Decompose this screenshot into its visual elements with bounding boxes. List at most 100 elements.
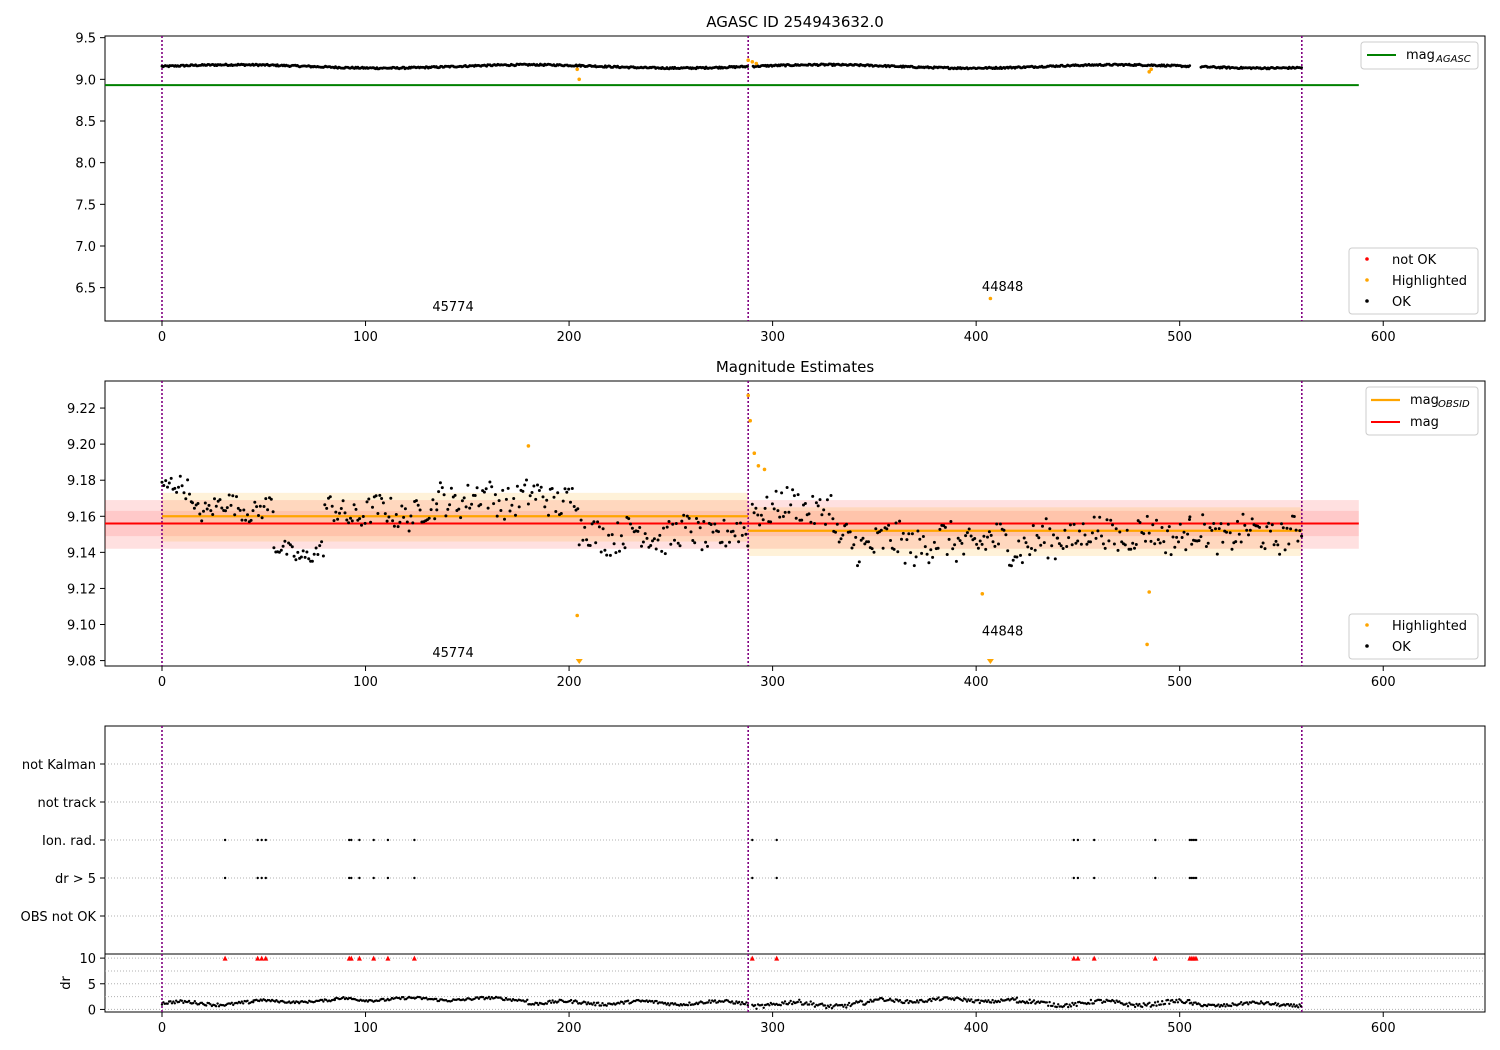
estimates-ok-point [1100, 534, 1103, 538]
estimates-ok-point [205, 507, 209, 511]
estimates-ok-point [178, 474, 182, 478]
estimates-ok-point [1217, 527, 1221, 531]
estimates-ok-point [449, 486, 453, 490]
estimates-ok-point [1103, 546, 1107, 550]
estimates-ok-point [794, 516, 798, 520]
estimates-ok-point [391, 519, 395, 523]
agasc-ytick-label: 8.0 [75, 157, 96, 172]
estimates-ok-point [765, 495, 769, 499]
estimates-ok-point [1166, 529, 1169, 533]
dr-point [435, 997, 438, 1001]
estimates-ok-point [722, 518, 726, 522]
estimates-highlighted-point [748, 418, 752, 423]
dr-point [1069, 1005, 1073, 1008]
estimates-ok-point [257, 514, 260, 517]
dr-point [1136, 1004, 1140, 1007]
dr-point [1138, 1002, 1141, 1006]
estimates-ok-point [1236, 519, 1239, 523]
estimates-ok-point [1188, 515, 1192, 519]
estimates-ok-point [334, 510, 338, 514]
dr-point [1218, 1005, 1222, 1008]
estimates-ok-point [619, 534, 623, 538]
dr-point [584, 1001, 587, 1004]
dr-point [1057, 1003, 1060, 1006]
estimates-ok-point [621, 542, 625, 546]
dr-point [830, 1007, 834, 1010]
estimates-ok-point [616, 521, 620, 525]
dr-point [1159, 1003, 1163, 1006]
estimates-ok-point [435, 502, 439, 506]
dr-point [1067, 1005, 1070, 1009]
dr-point [437, 999, 441, 1003]
estimates-ok-point [218, 498, 222, 502]
estimates-ok-point [576, 507, 580, 511]
estimates-ok-point [1125, 528, 1129, 532]
dr-point [242, 1002, 245, 1005]
estimates-ok-point [530, 491, 534, 494]
estimates-ok-point [1186, 532, 1190, 536]
estimates-ok-point [1089, 540, 1092, 544]
dr-point [477, 997, 481, 1000]
estimates-ok-point [1285, 526, 1289, 530]
dr-point [789, 999, 792, 1003]
estimates-ok-point [345, 518, 349, 522]
estimates-ok-point [510, 503, 514, 507]
estimates-ok-point [475, 486, 479, 490]
estimates-ok-point [1263, 547, 1267, 551]
estimates-ok-point [1203, 522, 1206, 526]
dr-point [306, 1001, 309, 1004]
dr-point [820, 1002, 824, 1005]
dr-point [1156, 1000, 1160, 1003]
estimates-highlighted-point [746, 393, 750, 398]
estimates-ok-point [160, 480, 164, 484]
dr-point [666, 1002, 670, 1005]
estimates-obsid-label: 44848 [982, 624, 1023, 639]
dr-point [651, 999, 654, 1003]
dr-point [1217, 1003, 1220, 1006]
estimates-ytick-label: 9.14 [67, 546, 96, 561]
estimates-ok-point [1129, 547, 1133, 551]
estimates-ok-point [444, 514, 448, 518]
dr-point [169, 1000, 172, 1003]
estimates-ok-point [253, 500, 257, 504]
estimates-ok-point [1078, 529, 1081, 533]
estimates-ok-point [526, 502, 530, 506]
estimates-ok-point [831, 517, 835, 521]
estimates-ok-point [1134, 543, 1138, 546]
dr-point [1125, 1002, 1128, 1005]
estimates-ok-point [998, 522, 1002, 526]
estimates-ok-point [400, 504, 404, 508]
estimates-ok-point [829, 494, 833, 497]
dr-point [1153, 1001, 1157, 1004]
agasc-ok-point [1188, 64, 1192, 67]
dr-point [585, 1003, 588, 1006]
estimates-ok-point [211, 513, 215, 516]
dr-point [823, 1004, 827, 1007]
estimates-ok-point [756, 513, 760, 517]
estimates-ok-point [1226, 522, 1230, 526]
estimates-ok-point [978, 539, 982, 543]
estimates-ok-point [964, 534, 968, 538]
flags-category-label: OBS not OK [21, 910, 97, 925]
dr-point [937, 996, 940, 999]
dr-point [1277, 1002, 1280, 1005]
estimates-ok-point [618, 549, 621, 553]
flags-point [1093, 838, 1096, 842]
estimates-ok-point [1037, 536, 1041, 540]
dr-point [1247, 1003, 1250, 1006]
estimates-ok-point [271, 510, 275, 514]
dr-point [389, 998, 392, 1001]
dr-point [964, 998, 967, 1001]
estimates-ok-point [816, 504, 820, 508]
estimates-ok-point [1237, 532, 1241, 536]
dr-point [906, 999, 909, 1002]
dr-point [214, 1005, 218, 1008]
estimates-ok-point [1219, 522, 1223, 526]
estimates-ok-point [1212, 522, 1216, 525]
estimates-ok-point [1162, 540, 1166, 544]
dr-point [896, 998, 899, 1001]
estimates-ok-point [885, 527, 889, 531]
estimates-ok-point [279, 548, 283, 552]
estimates-ok-point [470, 502, 474, 506]
estimates-ok-point [405, 520, 409, 524]
